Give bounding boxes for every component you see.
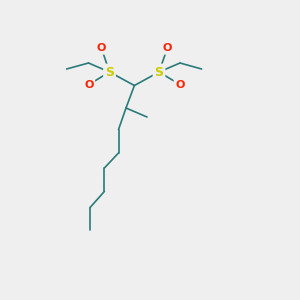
Text: S: S [154, 65, 164, 79]
Text: O: O [97, 43, 106, 53]
Text: O: O [163, 43, 172, 53]
Text: S: S [105, 65, 114, 79]
Text: O: O [84, 80, 94, 90]
Text: O: O [175, 80, 185, 90]
